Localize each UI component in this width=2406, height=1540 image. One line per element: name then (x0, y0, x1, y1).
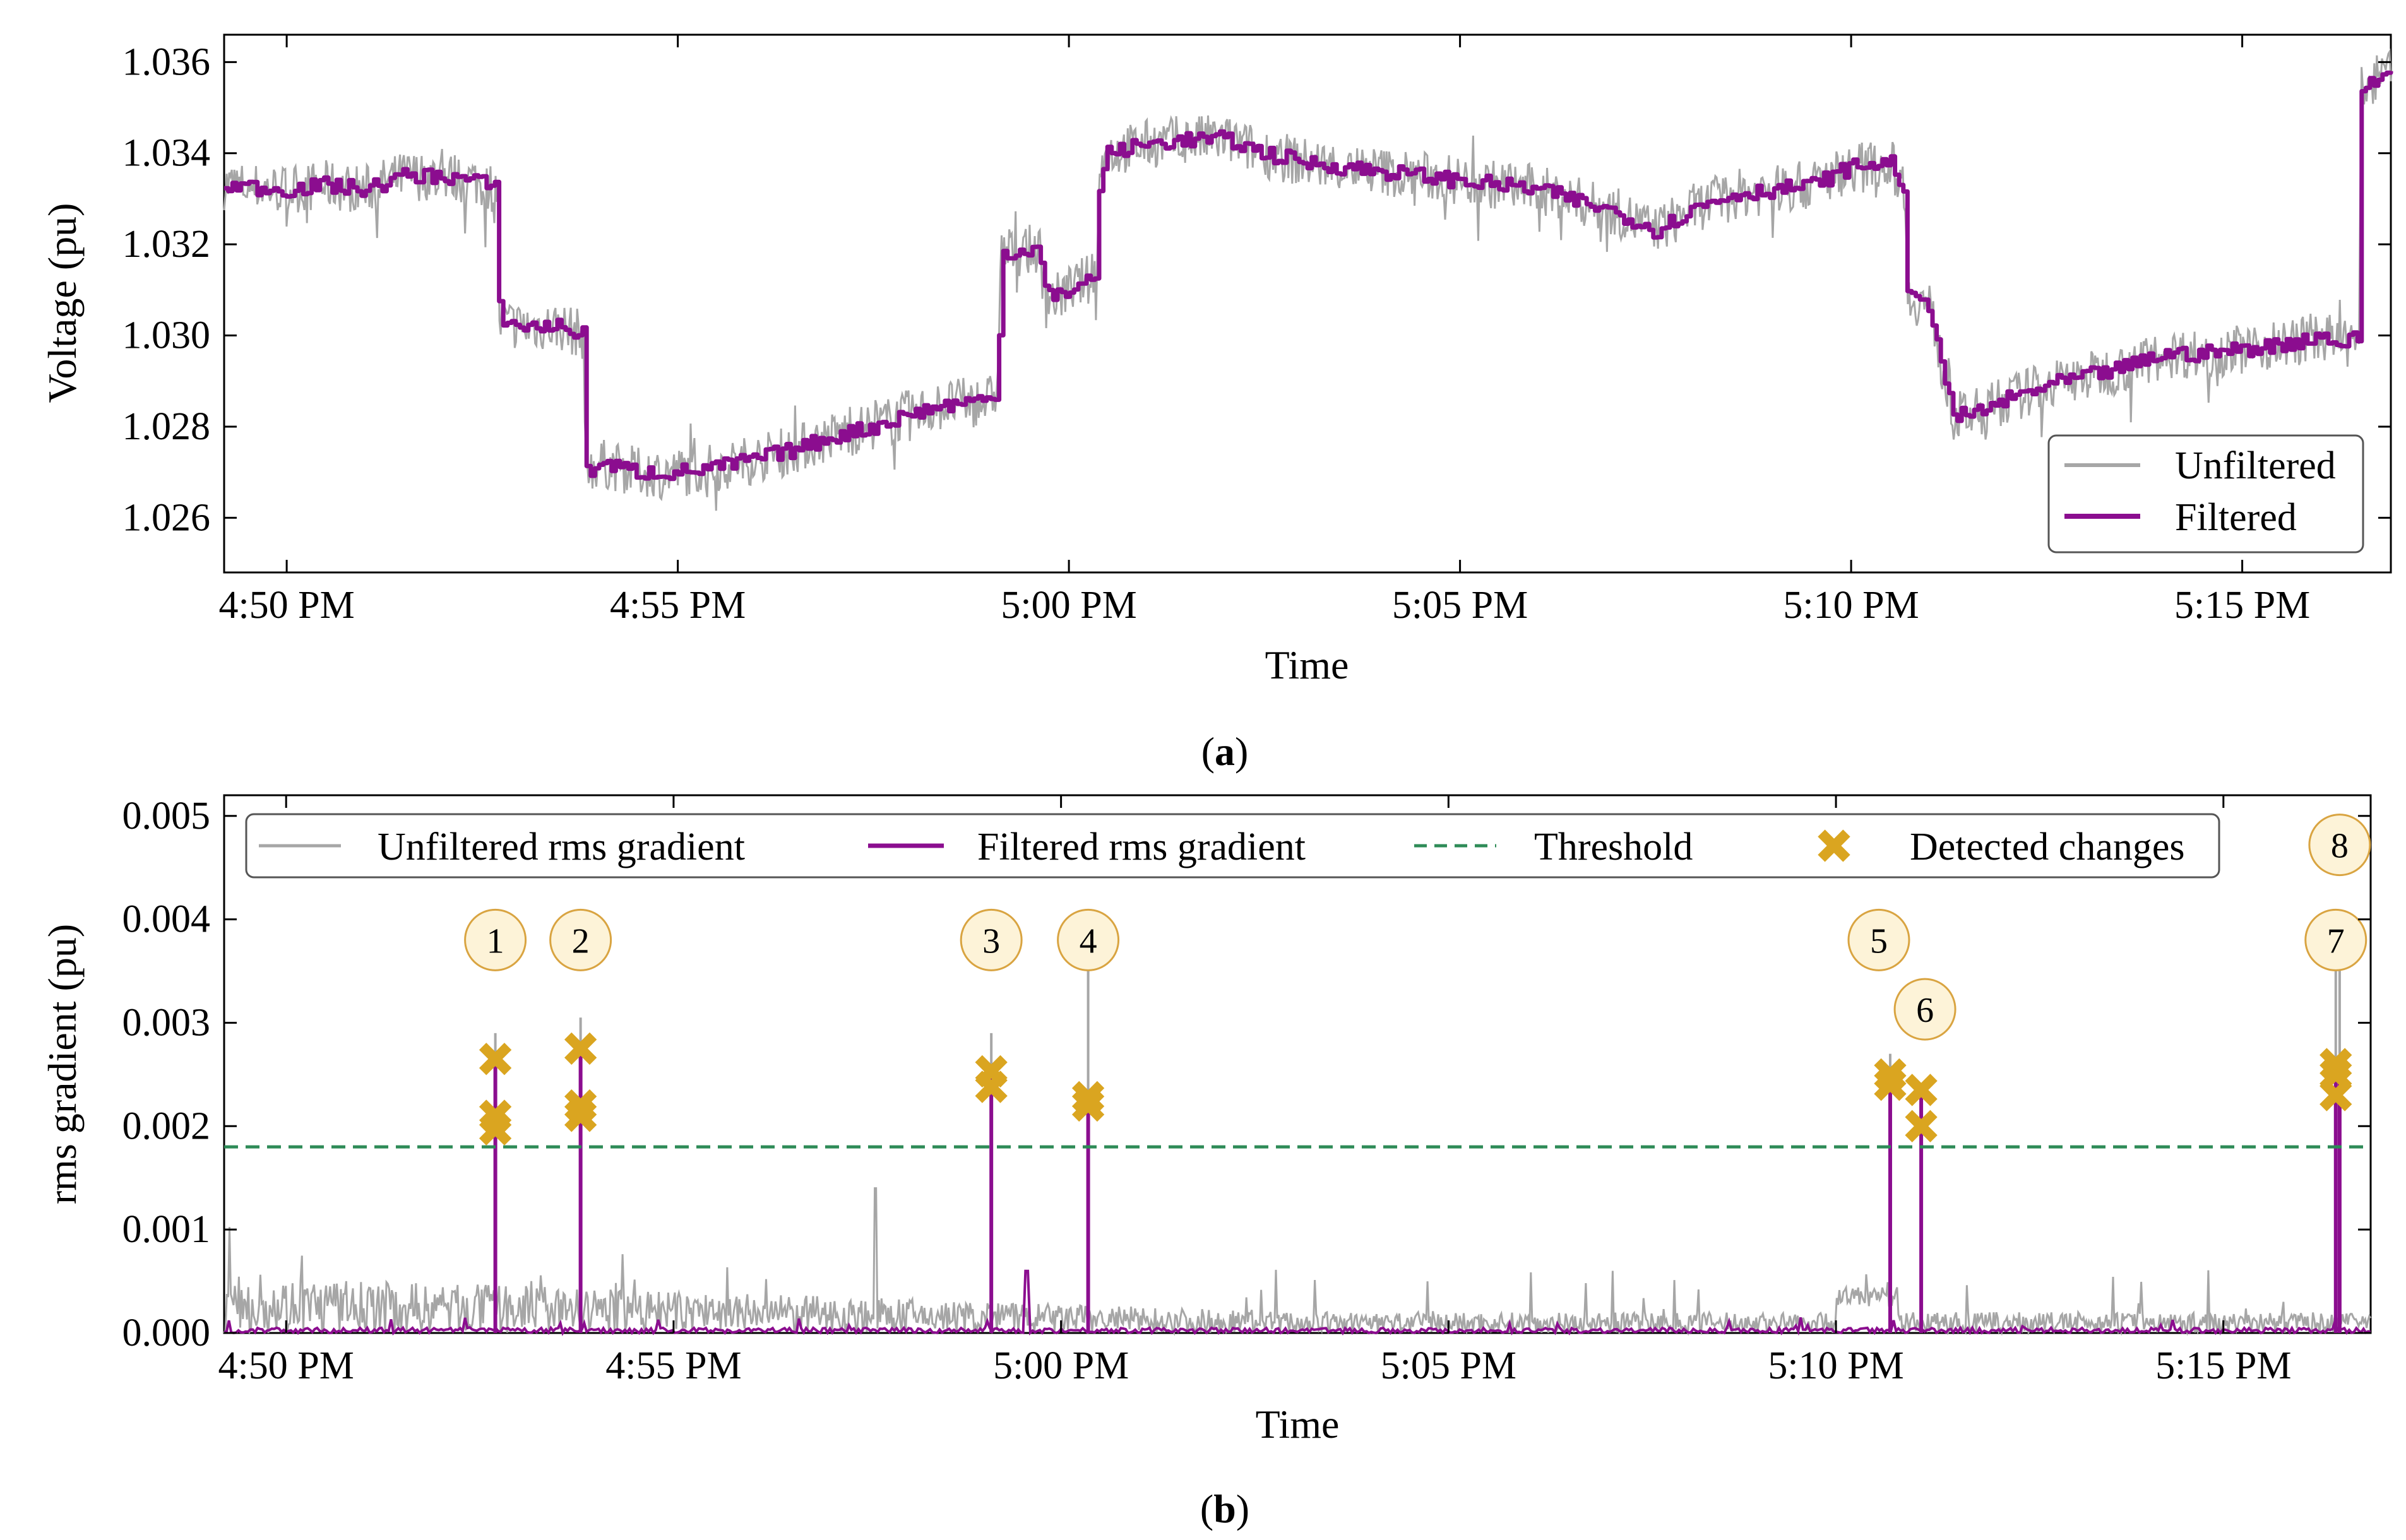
x-tick-label: 4:55 PM (610, 584, 746, 627)
detected-change-marker (564, 1099, 597, 1132)
legend-filtered-rms-label: Filtered rms gradient (977, 826, 1306, 868)
filtered-voltage-series (224, 70, 2393, 482)
unfiltered-rms-line (223, 1187, 2372, 1336)
detected-change-marker (479, 1113, 512, 1146)
voltage-legend: Unfiltered Filtered (2047, 434, 2364, 554)
caption-a: (a) (1201, 729, 1249, 774)
voltage-y-ticks: 1.026 1.028 1.030 1.032 1.034 1.036 (122, 40, 2391, 539)
change-badge-label: 5 (1870, 921, 1888, 961)
y-tick-label: 0.003 (122, 1001, 211, 1044)
legend-detected-label: Detected changes (1910, 826, 2184, 868)
y-tick-label: 0.004 (122, 898, 211, 941)
caption-b: (b) (1200, 1486, 1249, 1531)
change-badge-label: 8 (2331, 827, 2349, 866)
filtered-voltage-line (224, 70, 2393, 482)
detected-change-marker (975, 1070, 1008, 1103)
change-badge-3: 3 (960, 908, 1023, 971)
x-tick-label: 4:50 PM (218, 1344, 354, 1387)
change-badge-7: 7 (2304, 908, 2367, 971)
unfiltered-rms-series (223, 940, 2372, 1336)
x-tick-label: 5:05 PM (1392, 584, 1528, 627)
y-tick-label: 1.026 (122, 496, 211, 539)
y-tick-label: 1.032 (122, 223, 211, 266)
y-tick-label: 0.005 (122, 795, 211, 838)
detected-change-marker (1071, 1081, 1105, 1114)
legend-filtered-label: Filtered (2175, 496, 2297, 539)
detected-change-marker (1905, 1110, 1938, 1142)
change-badge-4: 4 (1057, 908, 1120, 971)
rms-y-ticks: 0.000 0.001 0.002 0.003 0.004 0.005 (122, 795, 2371, 1354)
y-tick-label: 1.036 (122, 40, 211, 83)
x-tick-label: 5:00 PM (1001, 584, 1136, 627)
x-tick-label: 4:55 PM (605, 1344, 741, 1387)
detected-change-marker (479, 1043, 512, 1075)
detected-change-marker (1071, 1089, 1105, 1122)
y-tick-label: 0.001 (122, 1208, 211, 1251)
change-badge-label: 4 (1080, 921, 1097, 961)
rms-legend: Unfiltered rms gradient Filtered rms gra… (245, 813, 2220, 879)
legend-detected-swatch (1818, 829, 1850, 862)
y-tick-label: 1.030 (122, 314, 211, 357)
x-tick-label: 4:50 PM (218, 584, 354, 627)
legend-unfiltered-rms-label: Unfiltered rms gradient (378, 826, 745, 868)
voltage-x-axis-label: Time (1265, 643, 1349, 687)
change-badge-5: 5 (1847, 908, 1910, 971)
y-tick-label: 1.028 (122, 405, 211, 448)
change-badges: 1 2 3 4 56 7 8 (464, 814, 2371, 1041)
change-badge-2: 2 (549, 908, 612, 971)
rms-x-ticks: 4:50 PM 4:55 PM 5:00 PM 5:05 PM 5:10 PM 5:15 … (218, 795, 2291, 1387)
rms-x-axis-label: Time (1256, 1402, 1340, 1447)
x-tick-label: 5:05 PM (1381, 1344, 1516, 1387)
change-badge-6: 6 (1893, 978, 1956, 1041)
detected-change-marker (1905, 1074, 1938, 1106)
x-tick-label: 5:15 PM (2174, 584, 2310, 627)
y-tick-label: 0.000 (122, 1312, 211, 1354)
detected-change-markers (479, 1032, 2352, 1146)
change-badge-label: 3 (982, 921, 1000, 961)
detected-change-marker (1874, 1069, 1907, 1101)
x-tick-label: 5:10 PM (1783, 584, 1919, 627)
rms-legend-box (245, 813, 2220, 879)
x-tick-label: 5:00 PM (993, 1344, 1129, 1387)
rms-gradient-chart: 1 2 3 4 56 7 8 4:50 PM 4:55 PM 5:00 PM 5:05 PM 5:1… (40, 794, 2372, 1447)
legend-detected-marker (1818, 829, 1850, 862)
change-badge-label: 7 (2327, 921, 2345, 961)
voltage-x-ticks: 4:50 PM 4:55 PM 5:00 PM 5:05 PM 5:10 PM 5:15 … (218, 35, 2310, 627)
y-tick-label: 1.034 (122, 132, 211, 175)
legend-threshold-label: Threshold (1534, 826, 1693, 868)
filtered-rms-series (224, 1053, 2371, 1336)
change-badge-label: 2 (572, 921, 590, 961)
detected-change-marker (564, 1032, 597, 1065)
x-tick-label: 5:15 PM (2155, 1344, 2291, 1387)
voltage-y-axis-label: Voltage (pu) (40, 203, 85, 403)
x-tick-label: 5:10 PM (1768, 1344, 1903, 1387)
change-badge-label: 1 (487, 921, 504, 961)
legend-unfiltered-label: Unfiltered (2175, 444, 2336, 487)
change-badge-8: 8 (2308, 814, 2371, 877)
voltage-chart: 4:50 PM 4:55 PM 5:00 PM 5:05 PM 5:10 PM 5:15 … (40, 33, 2393, 687)
detected-change-marker (2320, 1079, 2352, 1111)
change-badge-1: 1 (464, 908, 527, 971)
rms-y-axis-label: rms gradient (pu) (40, 924, 85, 1204)
voltage-plot-frame (223, 33, 2392, 574)
y-tick-label: 0.002 (122, 1105, 211, 1147)
change-badge-label: 6 (1916, 991, 1934, 1030)
